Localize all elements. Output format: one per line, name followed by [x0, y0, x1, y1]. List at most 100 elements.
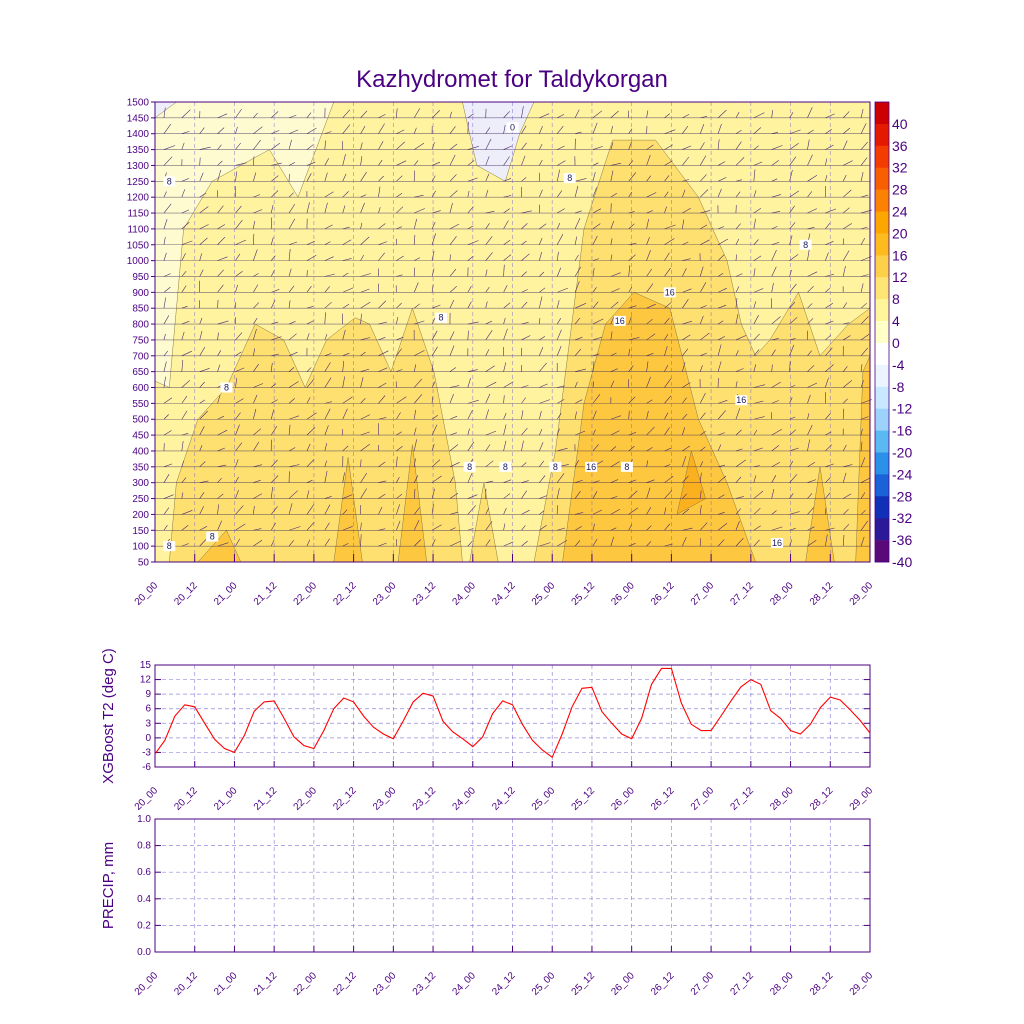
wind-barb — [610, 536, 615, 547]
wind-barb — [717, 361, 722, 372]
xtick-label: 28_12 — [808, 970, 836, 998]
xsec-ytick-label: 200 — [132, 510, 149, 521]
wind-barb — [270, 540, 275, 547]
wind-barb — [431, 381, 436, 388]
wind-barb — [539, 460, 545, 468]
wind-barb — [521, 240, 527, 245]
wind-barb — [378, 542, 387, 547]
wind-barb — [574, 266, 581, 277]
wind-barb — [771, 282, 774, 293]
wind-barb — [574, 317, 581, 325]
xsec-ytick-label: 1250 — [127, 177, 150, 188]
wind-barb — [807, 139, 810, 150]
wind-barb — [574, 217, 581, 230]
wind-barb — [449, 174, 457, 182]
wind-barb — [199, 492, 205, 499]
colorbar-label: -40 — [892, 554, 912, 570]
wind-barb — [771, 510, 777, 515]
wind-barb — [682, 189, 686, 198]
wind-barb — [485, 156, 490, 166]
wind-barb — [610, 461, 620, 468]
wind-barb — [807, 479, 817, 483]
xtick-label: 26_00 — [609, 785, 637, 813]
wind-barb — [324, 241, 331, 246]
cross-section-panel: 8 8 8 8 8 8 8 8 8 8 8 16 16 16 16 16 0 50 100 150 200 250 300 3… — [127, 98, 876, 608]
wind-barb — [199, 224, 209, 230]
wind-barb — [807, 303, 813, 309]
wind-barb — [270, 506, 278, 515]
wind-barb — [539, 383, 548, 388]
wind-barb — [485, 320, 493, 325]
wind-barb — [664, 475, 674, 483]
wind-barb — [539, 525, 547, 531]
wind-barb — [342, 191, 349, 198]
wind-barb — [414, 142, 425, 150]
wind-barb — [735, 459, 746, 468]
xsec-ytick-label: 600 — [132, 383, 149, 394]
wind-barb — [235, 171, 238, 182]
wind-barb — [646, 487, 651, 499]
wind-barb — [378, 175, 384, 182]
wind-barb — [217, 415, 225, 420]
y-axis-label: PRECIP, mm — [100, 842, 117, 929]
wind-barb — [682, 126, 689, 134]
wind-barb — [860, 226, 868, 230]
wind-barb — [789, 190, 800, 198]
wind-barb — [414, 194, 424, 198]
wind-barb — [396, 336, 404, 341]
wind-barb — [163, 286, 171, 293]
wind-barb — [163, 156, 173, 166]
wind-barb — [682, 362, 686, 372]
wind-barb — [413, 127, 417, 134]
wind-barb — [539, 296, 543, 309]
xsec-ytick-label: 400 — [132, 446, 149, 457]
wind-barb — [217, 350, 222, 356]
xsec-ytick-label: 700 — [132, 351, 149, 362]
wind-barb — [682, 156, 690, 166]
contour-label: 16 — [615, 316, 625, 326]
colorbar-label: -20 — [892, 444, 912, 460]
wind-barb — [288, 300, 291, 309]
wind-barb — [485, 539, 491, 547]
wind-barb — [378, 159, 383, 166]
xsec-ytick-label: 100 — [132, 542, 149, 553]
wind-barb — [771, 249, 777, 261]
wind-barb — [539, 346, 544, 356]
wind-barb — [825, 463, 834, 468]
xtick-label: 29_00 — [848, 970, 876, 998]
wind-barb — [253, 328, 257, 341]
wind-barb — [414, 208, 425, 214]
xsec-ytick-label: 650 — [132, 367, 149, 378]
xsec-xtick-label: 27_12 — [729, 580, 757, 608]
wind-barb — [342, 124, 351, 134]
contour-label: 16 — [736, 395, 746, 405]
colorbar-cell — [875, 364, 889, 388]
wind-barb — [163, 107, 166, 118]
wind-barb — [539, 159, 543, 166]
wind-barb — [646, 303, 656, 309]
wind-barb — [556, 428, 560, 436]
contour-label-bg — [163, 541, 176, 552]
wind-barb — [431, 444, 435, 452]
wind-barb — [324, 158, 329, 166]
wind-barb — [467, 255, 474, 261]
wind-barb — [449, 511, 458, 515]
wind-barb — [324, 425, 329, 436]
wind-barb — [235, 489, 239, 499]
wind-barb — [574, 512, 584, 515]
wind-barb — [324, 172, 328, 182]
wind-barb — [682, 427, 685, 436]
wind-barb — [646, 541, 652, 547]
wind-barb — [503, 239, 511, 246]
wind-barb — [825, 302, 834, 309]
wind-barb — [664, 252, 670, 261]
xsec-ytick-label: 1200 — [127, 193, 150, 204]
contour-label: 16 — [665, 287, 675, 297]
wind-barb — [860, 364, 863, 372]
contour-label: 8 — [467, 462, 472, 472]
wind-barb — [306, 127, 317, 134]
wind-barb — [843, 464, 853, 468]
colorbar-cell — [875, 233, 889, 256]
wind-barb — [342, 258, 352, 261]
wind-barb — [449, 202, 453, 214]
